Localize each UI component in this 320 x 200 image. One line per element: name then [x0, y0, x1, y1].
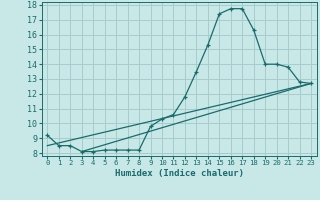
- X-axis label: Humidex (Indice chaleur): Humidex (Indice chaleur): [115, 169, 244, 178]
